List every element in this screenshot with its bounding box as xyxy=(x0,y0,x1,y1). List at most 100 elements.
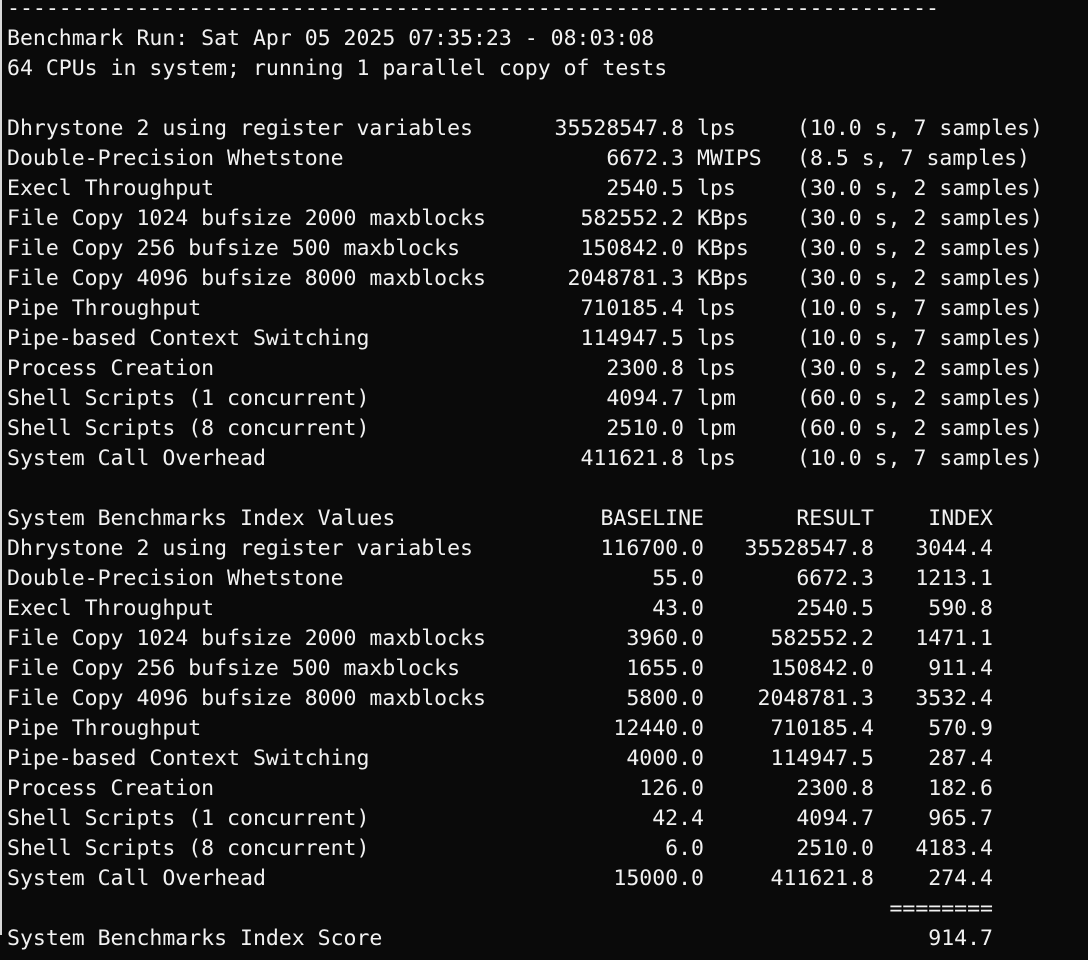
test-note: (60.0 s, 2 samples) xyxy=(797,386,1043,411)
score-value: 914.7 xyxy=(928,926,993,951)
test-note: (60.0 s, 2 samples) xyxy=(797,416,1043,441)
table-row: System Call Overhead 15000.0 411621.8 27… xyxy=(7,864,1088,894)
result-value: 4094.7 xyxy=(796,806,874,831)
test-value: 6672.3 xyxy=(606,146,684,171)
index-value: 287.4 xyxy=(928,746,993,771)
baseline-value: 12440.0 xyxy=(613,716,704,741)
result-value: 2048781.3 xyxy=(757,686,875,711)
result-value: 2540.5 xyxy=(796,596,874,621)
test-name: Dhrystone 2 using register variables xyxy=(7,116,473,141)
baseline-value: 5800.0 xyxy=(626,686,704,711)
index-section: Dhrystone 2 using register variables 116… xyxy=(7,534,1088,894)
index-table-header-row: System Benchmarks Index Values BASELINE … xyxy=(7,504,1088,534)
result-value: 114947.5 xyxy=(770,746,874,771)
result-value: 710185.4 xyxy=(770,716,874,741)
test-note: (30.0 s, 2 samples) xyxy=(797,206,1043,231)
table-row: Dhrystone 2 using register variables 355… xyxy=(7,114,1088,144)
table-row: System Call Overhead 411621.8 lps (10.0 … xyxy=(7,444,1088,474)
test-name: Execl Throughput xyxy=(7,596,215,621)
result-value: 35528547.8 xyxy=(744,536,874,561)
test-unit: lpm xyxy=(697,416,736,441)
test-note: (10.0 s, 7 samples) xyxy=(797,296,1043,321)
baseline-value: 15000.0 xyxy=(613,866,704,891)
index-value: 274.4 xyxy=(928,866,993,891)
test-unit: lps xyxy=(697,326,736,351)
test-name: Pipe-based Context Switching xyxy=(7,746,370,771)
test-unit: lps xyxy=(697,116,736,141)
score-label: System Benchmarks Index Score xyxy=(7,926,383,951)
table-row: Shell Scripts (1 concurrent) 4094.7 lpm … xyxy=(7,384,1088,414)
baseline-value: 55.0 xyxy=(652,566,704,591)
test-note: (30.0 s, 2 samples) xyxy=(797,176,1043,201)
cpu-count-line: 64 CPUs in system; running 1 parallel co… xyxy=(7,56,668,81)
baseline-value: 6.0 xyxy=(665,836,704,861)
table-row: Shell Scripts (8 concurrent) 2510.0 lpm … xyxy=(7,414,1088,444)
test-name: File Copy 256 bufsize 500 maxblocks xyxy=(7,656,461,681)
table-row: Dhrystone 2 using register variables 116… xyxy=(7,534,1088,564)
test-name: Shell Scripts (1 concurrent) xyxy=(7,806,370,831)
test-name: Execl Throughput xyxy=(7,176,215,201)
baseline-value: 1655.0 xyxy=(626,656,704,681)
test-value: 411621.8 xyxy=(580,446,684,471)
blank-line xyxy=(7,474,1088,504)
column-header-index: INDEX xyxy=(928,506,993,531)
index-value: 570.9 xyxy=(928,716,993,741)
result-value: 2510.0 xyxy=(796,836,874,861)
test-value: 582552.2 xyxy=(580,206,684,231)
column-header-baseline: BASELINE xyxy=(600,506,704,531)
score-separator-row: ======== xyxy=(7,894,1088,924)
test-value: 4094.7 xyxy=(606,386,684,411)
index-value: 3532.4 xyxy=(915,686,993,711)
index-value: 3044.4 xyxy=(915,536,993,561)
test-unit: lpm xyxy=(697,386,736,411)
test-value: 114947.5 xyxy=(580,326,684,351)
table-row: Shell Scripts (8 concurrent) 6.0 2510.0 … xyxy=(7,834,1088,864)
table-row: File Copy 256 bufsize 500 maxblocks 1655… xyxy=(7,654,1088,684)
test-value: 2510.0 xyxy=(606,416,684,441)
test-name: Pipe-based Context Switching xyxy=(7,326,370,351)
table-row: Pipe-based Context Switching 4000.0 1149… xyxy=(7,744,1088,774)
index-value: 4183.4 xyxy=(915,836,993,861)
test-note: (30.0 s, 2 samples) xyxy=(797,236,1043,261)
test-name: Shell Scripts (1 concurrent) xyxy=(7,386,370,411)
benchmark-run-line: Benchmark Run: Sat Apr 05 2025 07:35:23 … xyxy=(7,26,655,51)
separator-line: ----------------------------------------… xyxy=(7,0,939,21)
table-row: Process Creation 2300.8 lps (30.0 s, 2 s… xyxy=(7,354,1088,384)
test-note: (8.5 s, 7 samples) xyxy=(797,146,1030,171)
result-value: 6672.3 xyxy=(796,566,874,591)
score-row: System Benchmarks Index Score 914.7 xyxy=(7,924,1088,954)
test-unit: KBps xyxy=(697,236,749,261)
baseline-value: 3960.0 xyxy=(626,626,704,651)
table-row: Pipe Throughput 12440.0 710185.4 570.9 xyxy=(7,714,1088,744)
baseline-value: 116700.0 xyxy=(600,536,704,561)
column-header-result: RESULT xyxy=(796,506,874,531)
result-value: 150842.0 xyxy=(770,656,874,681)
table-row: Execl Throughput 43.0 2540.5 590.8 xyxy=(7,594,1088,624)
result-value: 2300.8 xyxy=(796,776,874,801)
test-value: 2540.5 xyxy=(606,176,684,201)
index-value: 911.4 xyxy=(928,656,993,681)
index-value: 1471.1 xyxy=(915,626,993,651)
test-unit: lps xyxy=(697,176,736,201)
test-value: 2300.8 xyxy=(606,356,684,381)
test-unit: KBps xyxy=(697,266,749,291)
test-name: Double-Precision Whetstone xyxy=(7,146,344,171)
test-name: Double-Precision Whetstone xyxy=(7,566,344,591)
baseline-value: 43.0 xyxy=(652,596,704,621)
baseline-value: 4000.0 xyxy=(626,746,704,771)
table-row: Pipe-based Context Switching 114947.5 lp… xyxy=(7,324,1088,354)
test-name: Dhrystone 2 using register variables xyxy=(7,536,473,561)
test-value: 2048781.3 xyxy=(567,266,685,291)
test-unit: lps xyxy=(697,356,736,381)
table-row: Execl Throughput 2540.5 lps (30.0 s, 2 s… xyxy=(7,174,1088,204)
table-row: File Copy 1024 bufsize 2000 maxblocks 58… xyxy=(7,204,1088,234)
table-row: Process Creation 126.0 2300.8 182.6 xyxy=(7,774,1088,804)
table-row: Double-Precision Whetstone 6672.3 MWIPS … xyxy=(7,144,1088,174)
test-note: (30.0 s, 2 samples) xyxy=(797,266,1043,291)
table-row: Double-Precision Whetstone 55.0 6672.3 1… xyxy=(7,564,1088,594)
test-note: (10.0 s, 7 samples) xyxy=(797,116,1043,141)
test-unit: lps xyxy=(697,296,736,321)
table-row: File Copy 1024 bufsize 2000 maxblocks 39… xyxy=(7,624,1088,654)
